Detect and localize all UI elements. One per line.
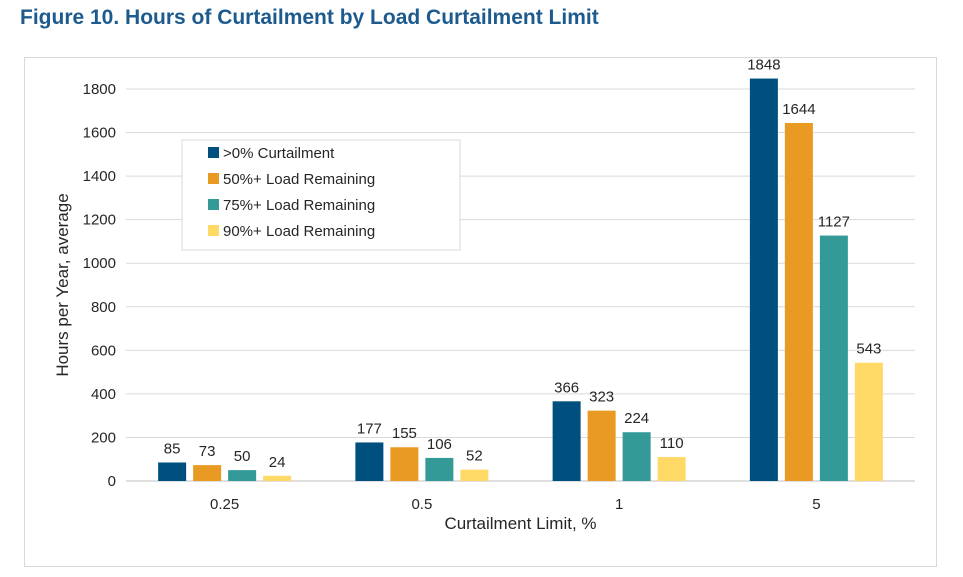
bar — [552, 401, 581, 481]
legend-swatch — [208, 199, 219, 210]
bar — [854, 362, 883, 481]
data-label: 1848 — [747, 57, 780, 74]
bar — [158, 462, 187, 481]
bar — [193, 465, 222, 481]
bar — [587, 410, 616, 481]
y-tick-label: 400 — [91, 386, 116, 403]
y-axis-title: Hours per Year, average — [53, 193, 72, 376]
data-label: 106 — [427, 436, 452, 453]
bar — [228, 470, 257, 481]
data-label: 543 — [856, 341, 881, 358]
data-label: 52 — [466, 448, 483, 465]
x-axis-title: Curtailment Limit, % — [444, 514, 596, 533]
chart-frame — [24, 57, 937, 567]
bar — [263, 475, 292, 481]
x-tick-label: 1 — [615, 496, 623, 513]
legend-swatch — [208, 225, 219, 236]
bar — [460, 469, 489, 481]
legend-entry: >0% Curtailment — [223, 145, 335, 162]
x-tick-label: 5 — [812, 496, 820, 513]
data-label: 110 — [660, 435, 684, 452]
y-tick-label: 200 — [91, 429, 116, 446]
bar — [819, 235, 848, 481]
bar — [657, 457, 686, 481]
legend-entry: 50%+ Load Remaining — [223, 171, 375, 188]
bar — [425, 457, 454, 481]
y-tick-label: 800 — [91, 299, 116, 316]
y-tick-label: 1200 — [83, 212, 116, 229]
data-label: 1644 — [782, 101, 815, 118]
y-tick-label: 1800 — [83, 81, 116, 98]
legend-swatch — [208, 147, 219, 158]
figure-title: Figure 10. Hours of Curtailment by Load … — [20, 6, 599, 29]
data-label: 177 — [357, 420, 382, 437]
data-label: 155 — [392, 425, 417, 442]
legend-swatch — [208, 173, 219, 184]
data-label: 323 — [589, 389, 614, 406]
legend-entry: 75%+ Load Remaining — [223, 197, 375, 214]
data-label: 85 — [164, 440, 181, 457]
legend-box — [181, 139, 461, 251]
y-tick-label: 0 — [108, 473, 116, 490]
legend-entry: 90%+ Load Remaining — [223, 223, 375, 240]
bars — [158, 78, 883, 482]
legend: >0% Curtailment 50%+ Load Remaining 75%+ L… — [181, 139, 461, 251]
y-tick-label: 1600 — [83, 125, 116, 142]
y-tick-label: 600 — [91, 342, 116, 359]
data-label: 50 — [234, 448, 251, 465]
bar — [622, 432, 651, 481]
y-axis-ticks: 0 200 400 600 800 1000 1200 1400 1600 1800 — [83, 81, 116, 490]
data-label: 224 — [624, 410, 649, 427]
y-tick-label: 1000 — [83, 255, 116, 272]
data-label: 1127 — [818, 214, 850, 231]
data-label: 24 — [269, 454, 286, 471]
data-label: 366 — [554, 379, 579, 396]
data-label: 73 — [199, 443, 216, 460]
x-axis-ticks: 0.25 0.5 1 5 — [210, 496, 821, 513]
bar — [784, 122, 813, 482]
bar — [390, 447, 419, 481]
bar — [749, 78, 778, 482]
bar — [355, 442, 384, 481]
data-labels: 85 73 50 24 177 155 106 52 366 323 224 110 1848 1644 1… — [164, 57, 882, 471]
x-tick-label: 0.5 — [411, 496, 432, 513]
x-tick-label: 0.25 — [210, 496, 239, 513]
y-tick-label: 1400 — [83, 168, 116, 185]
